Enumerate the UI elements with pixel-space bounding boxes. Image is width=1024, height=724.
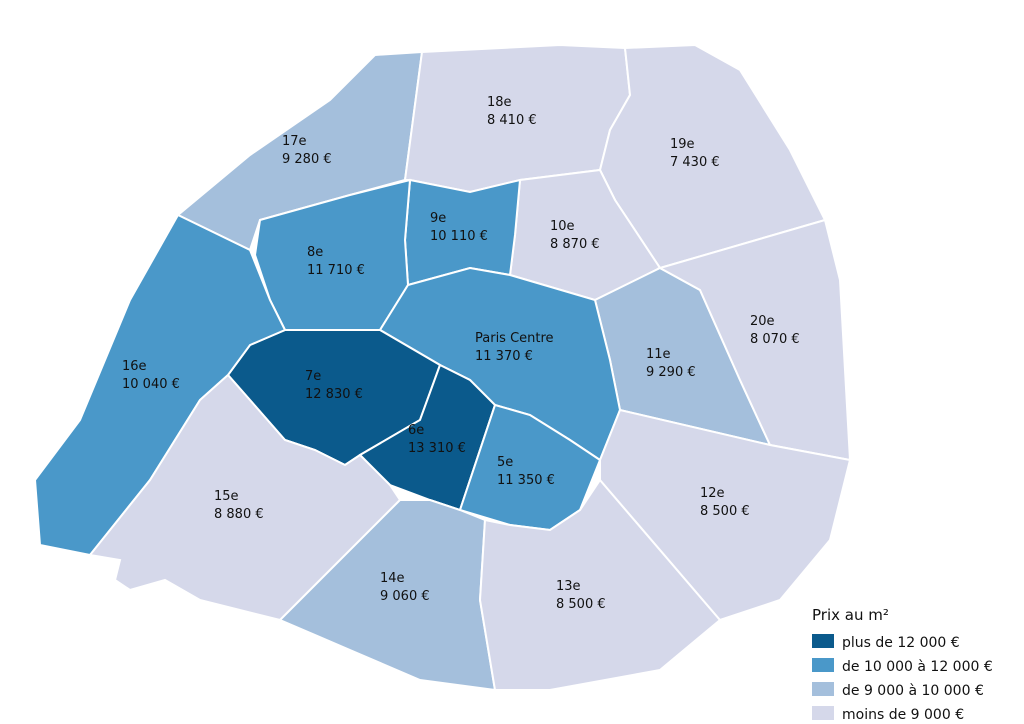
district-price: 9 290 € xyxy=(646,365,696,380)
district-name: Paris Centre xyxy=(475,331,554,346)
district-name: 5e xyxy=(497,455,513,470)
district-name: 11e xyxy=(646,347,671,362)
district-labels: 17e 9 280 € 18e 8 410 € 19e 7 430 € 10e 8 870 €… xyxy=(122,95,800,612)
district-price: 8 070 € xyxy=(750,332,800,347)
legend-label: moins de 9 000 € xyxy=(842,707,964,723)
legend-swatch xyxy=(812,706,834,720)
district-name: 8e xyxy=(307,245,323,260)
legend-swatch xyxy=(812,682,834,696)
district-price: 11 350 € xyxy=(497,473,555,488)
district-price: 10 040 € xyxy=(122,377,180,392)
district-price: 12 830 € xyxy=(305,387,363,402)
district-name: 13e xyxy=(556,579,581,594)
district-name: 16e xyxy=(122,359,147,374)
legend-swatch xyxy=(812,658,834,672)
district-name: 15e xyxy=(214,489,239,504)
district-name: 12e xyxy=(700,486,725,501)
district-price: 7 430 € xyxy=(670,155,720,170)
district-price: 13 310 € xyxy=(408,441,466,456)
district-name: 10e xyxy=(550,219,575,234)
districts xyxy=(33,43,852,692)
district-name: 19e xyxy=(670,137,695,152)
district xyxy=(599,408,852,622)
district-price: 11 710 € xyxy=(307,263,365,278)
district-price: 8 880 € xyxy=(214,507,264,522)
district-price: 8 500 € xyxy=(700,504,750,519)
district-price: 9 280 € xyxy=(282,152,332,167)
district-price: 10 110 € xyxy=(430,229,488,244)
legend-label: de 10 000 à 12 000 € xyxy=(842,659,993,675)
legend-label: plus de 12 000 € xyxy=(842,635,960,651)
district-name: 18e xyxy=(487,95,512,110)
legend-swatch xyxy=(812,634,834,648)
district-name: 17e xyxy=(282,134,307,149)
district-name: 20e xyxy=(750,314,775,329)
district xyxy=(88,373,402,622)
district-price: 9 060 € xyxy=(380,589,430,604)
district-name: 7e xyxy=(305,369,321,384)
district-name: 9e xyxy=(430,211,446,226)
district-name: 6e xyxy=(408,423,424,438)
legend-label: de 9 000 à 10 000 € xyxy=(842,683,984,699)
district-name: 14e xyxy=(380,571,405,586)
legend-title: Prix au m² xyxy=(812,606,889,624)
district-price: 8 500 € xyxy=(556,597,606,612)
district-price: 8 870 € xyxy=(550,237,600,252)
district-price: 8 410 € xyxy=(487,113,537,128)
district-price: 11 370 € xyxy=(475,349,533,364)
legend: plus de 12 000 € de 10 000 à 12 000 € de 9… xyxy=(812,634,993,723)
